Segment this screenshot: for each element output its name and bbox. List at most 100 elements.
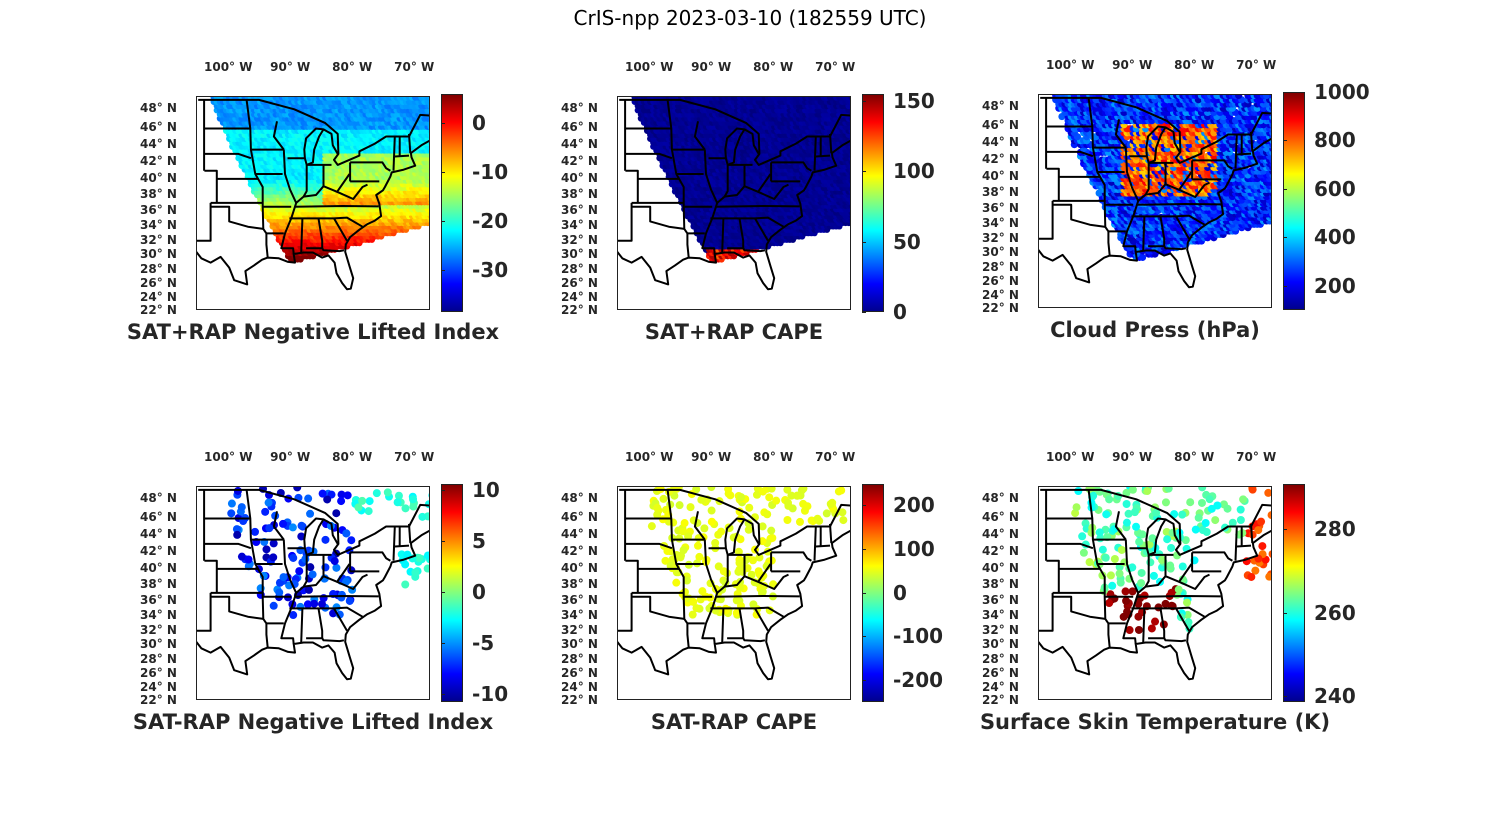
boundary-line	[197, 139, 429, 291]
latitude-tick-label: 22° N	[140, 303, 177, 318]
map-plot-area	[617, 96, 851, 310]
latitude-tick-label: 42° N	[140, 154, 177, 169]
longitude-tick-label: 70° W	[815, 60, 856, 74]
boundary-line	[813, 136, 817, 171]
latitude-tick-label: 44° N	[561, 137, 598, 152]
latitude-tick-label: 32° N	[561, 232, 598, 247]
colorbar-tick-label: -20	[472, 208, 509, 233]
boundary-line	[306, 247, 345, 253]
latitude-tick-label: 32° N	[140, 232, 177, 247]
boundary-line	[715, 205, 800, 208]
data-point	[848, 97, 850, 101]
map-svg	[1039, 95, 1271, 289]
panel-sat-rap-negative-lifted-index: 100° W 90° W 80° W 70° W 48° N 46° N 44° N 42° …	[100, 60, 520, 350]
boundary-line	[294, 205, 379, 208]
colorbar-tick-label: -30	[472, 257, 509, 282]
latitude-tick-label: 26° N	[561, 275, 598, 290]
boundary-line	[295, 173, 351, 204]
boundary-line	[336, 183, 368, 200]
boundary-line	[724, 127, 746, 166]
latitude-tick-label: 46° N	[140, 119, 177, 134]
colorbar-tick-mark	[441, 220, 445, 222]
boundary-line	[317, 218, 324, 249]
panel-cloud-press: 100° W 90° W 80° W 70° W 48° N 46° N 44° N 42° …	[942, 58, 1370, 348]
boundary-line	[302, 164, 308, 198]
latitude-tick-label: 24° N	[140, 289, 177, 304]
latitude-tick-label: 24° N	[561, 289, 598, 304]
colorbar	[862, 94, 884, 312]
boundary-line	[631, 205, 685, 230]
boundary-line	[716, 173, 772, 204]
colorbar-tick-label: 150	[893, 89, 935, 114]
boundary-line	[666, 99, 690, 258]
colorbar-tick-label: 100	[893, 159, 935, 184]
latitude-tick-label: 36° N	[140, 202, 177, 217]
boundary-line	[204, 152, 252, 160]
boundary-line	[727, 247, 766, 253]
panel-title: SAT+RAP CAPE	[644, 320, 824, 344]
boundary-line	[300, 218, 304, 253]
latitude-tick-label: 34° N	[140, 217, 177, 232]
latitude-tick-label: 44° N	[140, 137, 177, 152]
latitude-tick-label: 46° N	[561, 119, 598, 134]
state-boundaries	[197, 98, 429, 291]
boundary-line	[210, 205, 264, 230]
boundary-line	[303, 127, 325, 166]
boundary-line	[625, 152, 673, 160]
colorbar-tick-label: 50	[893, 229, 921, 254]
latitude-tick-label: 48° N	[561, 101, 598, 116]
longitude-tick-label: 80° W	[753, 60, 794, 74]
latitude-tick-label: 36° N	[561, 202, 598, 217]
latitude-tick-label: 38° N	[140, 187, 177, 202]
latitude-tick-label: 38° N	[561, 187, 598, 202]
boundary-line	[198, 98, 429, 166]
boundary-line	[625, 169, 639, 203]
colorbar-tick-mark	[862, 312, 866, 313]
boundary-line	[829, 133, 833, 154]
boundary-line	[754, 216, 785, 228]
latitude-tick-label: 42° N	[561, 154, 598, 169]
boundary-line	[754, 217, 769, 242]
colorbar-tick-mark	[862, 241, 866, 243]
latitude-tick-label: 40° N	[140, 170, 177, 185]
colorbar-tick-mark	[862, 171, 866, 173]
data-point	[1138, 253, 1147, 261]
boundary-line	[618, 139, 850, 291]
boundary-line	[693, 121, 706, 151]
latitude-tick-label: 30° N	[140, 247, 177, 262]
boundary-line	[350, 161, 391, 172]
longitude-tick-label: 100° W	[204, 60, 253, 74]
colorbar-tick-label: 0	[893, 300, 907, 324]
boundary-line	[815, 154, 831, 158]
latitude-tick-label: 48° N	[140, 101, 177, 116]
boundary-line	[323, 128, 339, 155]
boundary-line	[272, 121, 285, 151]
colorbar-tick-label: 0	[472, 110, 486, 135]
boundary-line	[197, 202, 212, 242]
colorbar-tick-label: -10	[472, 159, 509, 184]
boundary-line	[721, 218, 725, 253]
colorbar-tick-mark	[441, 171, 445, 173]
latitude-tick-label: 22° N	[561, 303, 598, 318]
colorbar-tick-mark	[441, 269, 445, 271]
latitude-tick-label: 26° N	[140, 275, 177, 290]
boundary-line	[394, 154, 410, 158]
boundary-line	[204, 169, 218, 203]
colorbar	[441, 94, 463, 312]
map-plot-area	[1038, 94, 1272, 308]
panel-title: SAT+RAP Negative Lifted Index	[126, 320, 500, 344]
colorbar-tick-mark	[441, 122, 445, 124]
data-points	[210, 97, 429, 263]
latitude-tick-label: 28° N	[561, 261, 598, 276]
data-point	[427, 97, 429, 101]
boundary-line	[245, 99, 269, 258]
boundary-line	[744, 128, 760, 155]
longitude-tick-label: 100° W	[625, 60, 674, 74]
boundary-line	[723, 164, 729, 198]
boundary-line	[392, 136, 396, 171]
data-points	[1052, 95, 1271, 261]
latitude-tick-label: 34° N	[561, 217, 598, 232]
boundary-line	[333, 217, 348, 242]
boundary-line	[618, 202, 633, 242]
